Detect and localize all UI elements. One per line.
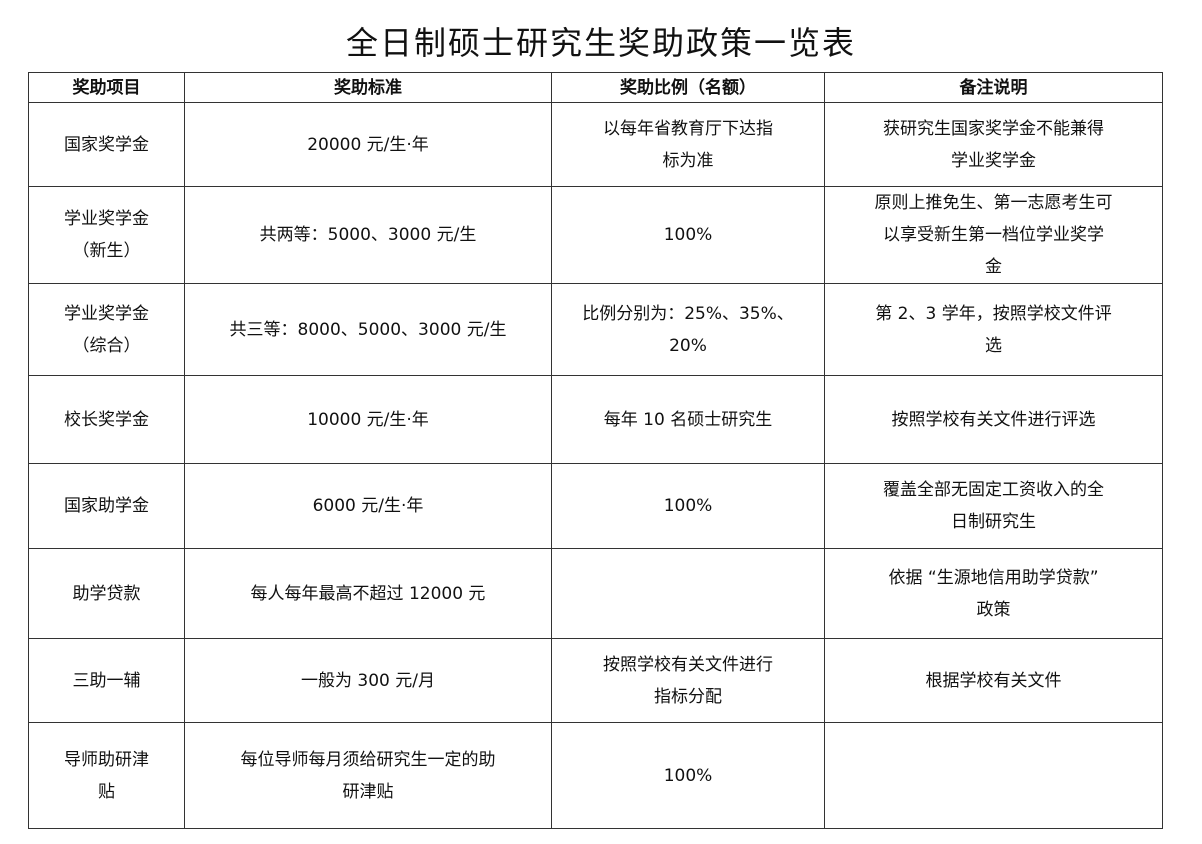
table-row: 国家奖学金 20000 元/生·年 以每年省教育厅下达指 标为准 获研究生国家奖学金不… <box>28 102 1163 187</box>
cell-standard: 共三等：8000、5000、3000 元/生 <box>184 283 552 376</box>
cell-notes: 获研究生国家奖学金不能兼得 学业奖学金 <box>824 102 1163 187</box>
header-notes: 备注说明 <box>824 72 1163 103</box>
table-row: 导师助研津 贴每位导师每月须给研究生一定的助 研津贴 100% <box>28 722 1163 829</box>
cell-standard: 每人每年最高不超过 12000 元 <box>184 548 552 639</box>
cell-standard: 20000 元/生·年 <box>184 102 552 187</box>
header-item: 奖助项目 <box>28 72 185 103</box>
cell-ratio: 每年 10 名硕士研究生 <box>551 375 825 464</box>
cell-notes: 按照学校有关文件进行评选 <box>824 375 1163 464</box>
cell-notes: 覆盖全部无固定工资收入的全 日制研究生 <box>824 463 1163 549</box>
cell-notes <box>824 722 1163 829</box>
cell-notes: 依据 “生源地信用助学贷款” 政策 <box>824 548 1163 639</box>
cell-standard: 共两等：5000、3000 元/生 <box>184 186 552 284</box>
policy-table: 奖助项目 奖助标准 奖助比例（名额） 备注说明 国家奖学金 20000 元/生·年… <box>28 72 1163 829</box>
header-ratio: 奖助比例（名额） <box>551 72 825 103</box>
cell-ratio: 100% <box>551 722 825 829</box>
header-standard: 奖助标准 <box>184 72 552 103</box>
cell-item: 国家助学金 <box>28 463 185 549</box>
table-row: 助学贷款 每人每年最高不超过 12000 元 依据 “生源地信用助学贷款” 政策 <box>28 548 1163 639</box>
cell-ratio: 比例分别为：25%、35%、 20% <box>551 283 825 376</box>
cell-standard: 6000 元/生·年 <box>184 463 552 549</box>
cell-ratio: 100% <box>551 463 825 549</box>
cell-item: 校长奖学金 <box>28 375 185 464</box>
cell-notes: 原则上推免生、第一志愿考生可 以享受新生第一档位学业奖学 金 <box>824 186 1163 284</box>
cell-ratio: 按照学校有关文件进行 指标分配 <box>551 638 825 723</box>
cell-item: 助学贷款 <box>28 548 185 639</box>
cell-standard: 每位导师每月须给研究生一定的助 研津贴 <box>184 722 552 829</box>
cell-standard: 一般为 300 元/月 <box>184 638 552 723</box>
table-row: 国家助学金 6000 元/生·年 100% 覆盖全部无固定工资收入的全 日制研究生 <box>28 463 1163 549</box>
cell-item: 学业奖学金 （新生） <box>28 186 185 284</box>
table-header-row: 奖助项目 奖助标准 奖助比例（名额） 备注说明 <box>28 72 1163 103</box>
cell-item: 三助一辅 <box>28 638 185 723</box>
table-row: 三助一辅 一般为 300 元/月 按照学校有关文件进行 指标分配 根据学校有关文件 <box>28 638 1163 723</box>
cell-ratio <box>551 548 825 639</box>
cell-notes: 第 2、3 学年，按照学校文件评 选 <box>824 283 1163 376</box>
cell-ratio: 100% <box>551 186 825 284</box>
table-row: 学业奖学金 （新生） 共两等：5000、3000 元/生 100% 原则上推免生、第一… <box>28 186 1163 284</box>
cell-item: 导师助研津 贴 <box>28 722 185 829</box>
table-row: 学业奖学金 （综合） 共三等：8000、5000、3000 元/生 比例分别为：25… <box>28 283 1163 376</box>
cell-item: 国家奖学金 <box>28 102 185 187</box>
cell-ratio: 以每年省教育厅下达指 标为准 <box>551 102 825 187</box>
cell-standard: 10000 元/生·年 <box>184 375 552 464</box>
cell-notes: 根据学校有关文件 <box>824 638 1163 723</box>
cell-item: 学业奖学金 （综合） <box>28 283 185 376</box>
table-row: 校长奖学金 10000 元/生·年 每年 10 名硕士研究生 按照学校有关文件进行评选 <box>28 375 1163 464</box>
page-title: 全日制硕士研究生奖助政策一览表 <box>345 24 856 62</box>
